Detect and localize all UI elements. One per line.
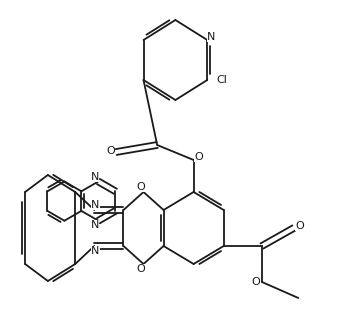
- Text: O: O: [136, 182, 145, 192]
- Text: N: N: [91, 172, 99, 182]
- Text: N: N: [91, 246, 99, 256]
- Text: O: O: [195, 152, 203, 162]
- Text: O: O: [252, 277, 260, 287]
- Text: N: N: [91, 200, 99, 210]
- Text: N: N: [91, 220, 99, 230]
- Text: O: O: [106, 146, 115, 156]
- Text: Cl: Cl: [216, 75, 228, 85]
- Text: N: N: [207, 32, 215, 42]
- Text: O: O: [136, 264, 145, 274]
- Text: O: O: [295, 221, 304, 232]
